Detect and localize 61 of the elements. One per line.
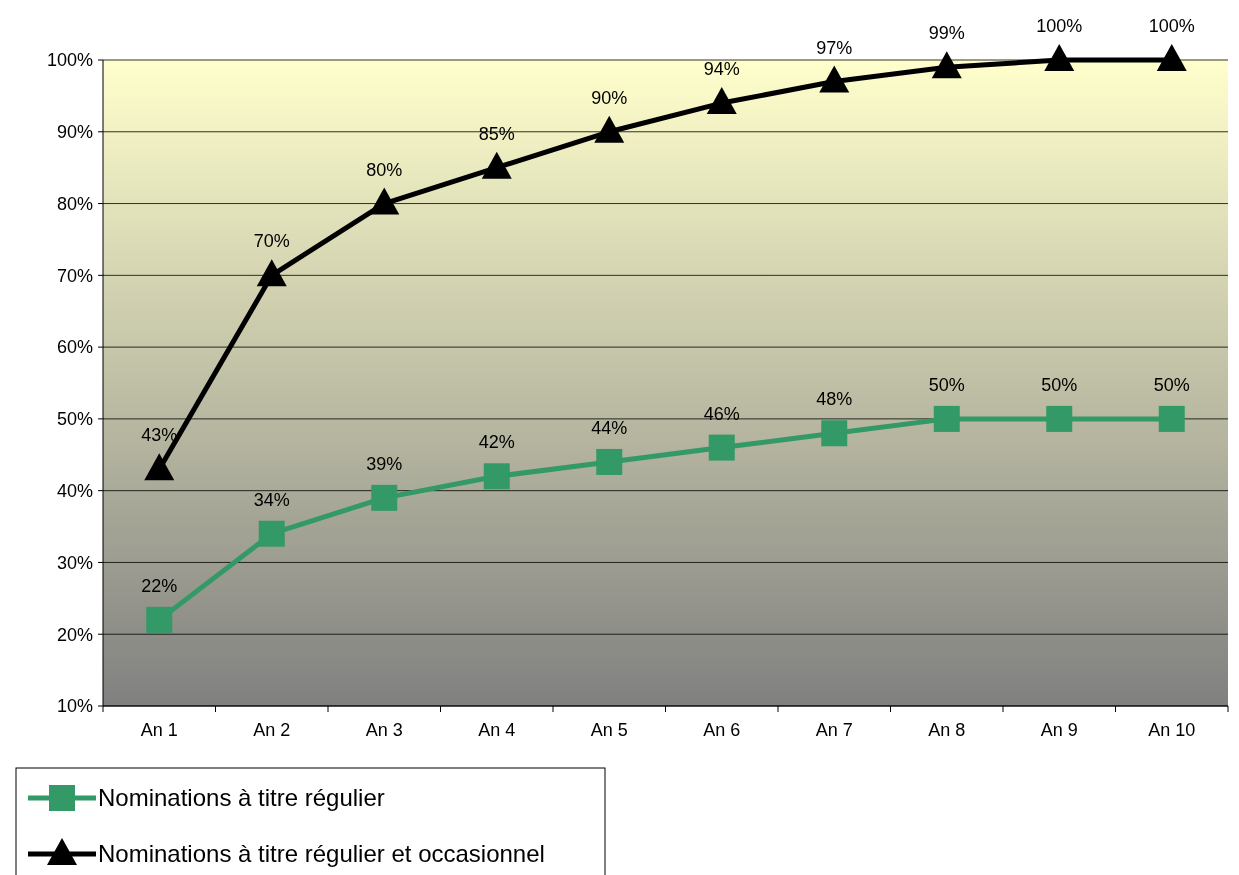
data-label: 50% [1041,374,1078,395]
point [483,463,510,490]
x-tick-label: An 6 [703,720,741,740]
point [1158,405,1185,432]
point [481,151,512,179]
point [146,606,173,633]
x-tick-label: An 9 [1040,720,1078,740]
x-tick-label: An 5 [590,720,628,740]
y-tick-label: 90% [56,122,93,143]
point [371,484,398,511]
x-tick-label: An 10 [1148,720,1196,740]
data-label: 44% [591,417,628,438]
point [1046,405,1073,432]
point [258,520,285,547]
legend-label: Nominations à titre régulier et occasionnel [98,840,545,868]
data-label: 22% [141,575,178,596]
data-label: 48% [816,389,853,410]
point [706,87,737,115]
data-label: 70% [253,231,290,252]
legend-label: Nominations à titre régulier [98,784,385,812]
data-label: 80% [366,159,403,180]
data-label: 42% [478,432,515,453]
y-tick-label: 60% [56,337,93,358]
data-label: 50% [1153,374,1190,395]
data-label: 46% [703,403,740,424]
point [256,259,287,287]
point [596,448,623,475]
point [1044,44,1075,71]
point [144,453,175,481]
y-tick-label: 30% [56,552,93,573]
point [931,51,962,79]
point [1156,44,1187,71]
x-tick-label: An 3 [365,720,403,740]
x-tick-label: An 2 [253,720,291,740]
x-tick-label: An 8 [928,720,966,740]
y-tick-label: 80% [56,193,93,214]
y-tick-label: 70% [56,265,93,286]
point [821,420,848,447]
y-tick-label: 40% [56,480,93,501]
point [594,115,625,143]
y-tick-label: 10% [56,696,93,717]
point [819,65,850,93]
point [369,187,400,215]
y-tick-label: 20% [56,624,93,645]
data-label: 94% [703,59,740,80]
data-label: 43% [141,425,178,446]
x-tick-label: An 1 [140,720,178,740]
y-tick-label: 100% [46,50,93,71]
data-label: 39% [366,453,403,474]
data-label: 50% [928,374,965,395]
data-label: 90% [591,87,628,108]
point [933,405,960,432]
x-tick-label: An 7 [815,720,853,740]
y-tick-label: 50% [56,409,93,430]
point [708,434,735,461]
data-label: 34% [253,489,290,510]
data-label: 100% [1036,16,1083,36]
data-label: 99% [928,23,965,44]
data-label: 97% [816,37,853,58]
data-label: 100% [1148,16,1195,36]
x-tick-label: An 4 [478,720,516,740]
